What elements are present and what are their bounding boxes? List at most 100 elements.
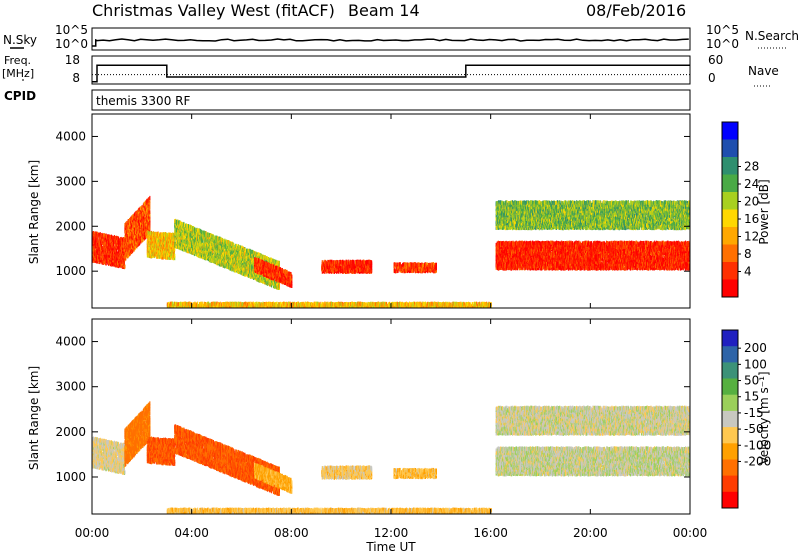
- power-cell: [160, 242, 162, 247]
- power-cell: [149, 226, 151, 231]
- power-cell: [116, 251, 118, 256]
- power-cell: [119, 253, 121, 258]
- power-cell: [132, 242, 134, 247]
- power-cell: [164, 234, 166, 239]
- power-cell: [187, 224, 189, 228]
- power-cell: [143, 206, 145, 210]
- power-cell: [94, 246, 96, 251]
- power-cell: [147, 230, 149, 235]
- power-cell: [101, 243, 103, 248]
- noise-tick-low: 10^0: [55, 37, 88, 51]
- power-cell: [141, 222, 143, 227]
- power-cell: [171, 253, 173, 258]
- nave-tick-high: 60: [708, 53, 723, 67]
- power-cell: [95, 240, 97, 245]
- frequency-line: [92, 64, 690, 83]
- power-cell: [115, 246, 117, 251]
- power-cell: [174, 253, 176, 258]
- power-cell: [182, 230, 184, 235]
- power-cell: [181, 225, 183, 230]
- power-cell: [142, 207, 144, 212]
- noise-tick-high: 10^5: [55, 23, 88, 37]
- noise-tick-low-right: 10^0: [706, 37, 739, 51]
- cpid-value: themis 3300 RF: [96, 94, 190, 108]
- power-cell: [108, 241, 110, 246]
- power-cell: [139, 212, 141, 217]
- power-cell: [163, 232, 165, 237]
- power-cell: [102, 252, 104, 257]
- freq-tick-high: 18: [65, 53, 80, 67]
- power-cell: [133, 223, 135, 228]
- power-cell: [139, 241, 141, 246]
- power-cell: [183, 223, 185, 228]
- power-cell: [108, 247, 110, 252]
- power-cell: [94, 256, 96, 261]
- noise-tick-high-right: 10^5: [706, 23, 739, 37]
- power-cell: [149, 205, 151, 210]
- power-cell: [100, 247, 102, 252]
- power-cell: [174, 256, 176, 261]
- power-cell: [132, 244, 134, 249]
- power-cell: [174, 226, 176, 231]
- power-cell: [142, 215, 144, 220]
- power-cell: [98, 258, 100, 262]
- power-cell: [192, 234, 194, 239]
- power-cell: [100, 241, 102, 246]
- power-cell: [176, 244, 178, 249]
- power-cell: [157, 252, 159, 256]
- power-cell: [101, 260, 103, 265]
- power-cell: [121, 237, 123, 242]
- freq-panel: [91, 55, 691, 85]
- power-cell: [155, 231, 157, 236]
- power-cell: [105, 251, 107, 255]
- power-cell: [121, 255, 123, 260]
- power-cell: [167, 255, 169, 260]
- power-cell: [127, 229, 129, 234]
- power-cell: [108, 239, 110, 243]
- power-cell: [149, 214, 151, 219]
- power-cell: [114, 244, 116, 249]
- power-cell: [124, 264, 126, 269]
- power-cell: [128, 253, 130, 258]
- power-cell: [97, 236, 99, 241]
- power-cell: [121, 261, 123, 266]
- date-label: 08/Feb/2016: [586, 1, 686, 20]
- station-title: Christmas Valley West (fitACF): [92, 1, 335, 20]
- power-cell: [166, 233, 168, 238]
- power-cell: [97, 239, 99, 243]
- beam-label: Beam 14: [348, 1, 420, 20]
- power-cell: [191, 238, 193, 243]
- power-cell: [177, 241, 179, 246]
- power-cell: [134, 226, 136, 231]
- power-cell: [151, 231, 153, 236]
- power-cell: [149, 198, 151, 203]
- power-cell: [100, 233, 102, 238]
- power-cell: [149, 201, 151, 206]
- power-cell: [139, 229, 141, 234]
- power-cell: [187, 236, 189, 241]
- power-cell: [168, 249, 170, 254]
- power-cell: [122, 265, 124, 269]
- power-cell: [148, 239, 150, 244]
- power-cell: [105, 261, 107, 266]
- nave-label: Nave: [748, 64, 779, 78]
- power-cell: [140, 236, 142, 241]
- power-cell: [160, 254, 162, 259]
- power-cell: [149, 212, 151, 217]
- power-cell: [182, 247, 184, 252]
- power-cell: [278, 260, 280, 265]
- power-cell: [156, 254, 158, 259]
- power-cell: [146, 198, 148, 203]
- power-cell: [113, 245, 115, 250]
- power-cell: [149, 210, 151, 215]
- power-cell: [190, 244, 192, 249]
- power-cell: [157, 254, 159, 259]
- power-cell: [177, 242, 179, 247]
- power-cell: [108, 249, 110, 254]
- power-cell: [169, 256, 171, 260]
- power-cell: [173, 251, 175, 256]
- power-cell: [128, 251, 130, 255]
- power-cell: [132, 222, 134, 227]
- power-cell: [174, 247, 176, 252]
